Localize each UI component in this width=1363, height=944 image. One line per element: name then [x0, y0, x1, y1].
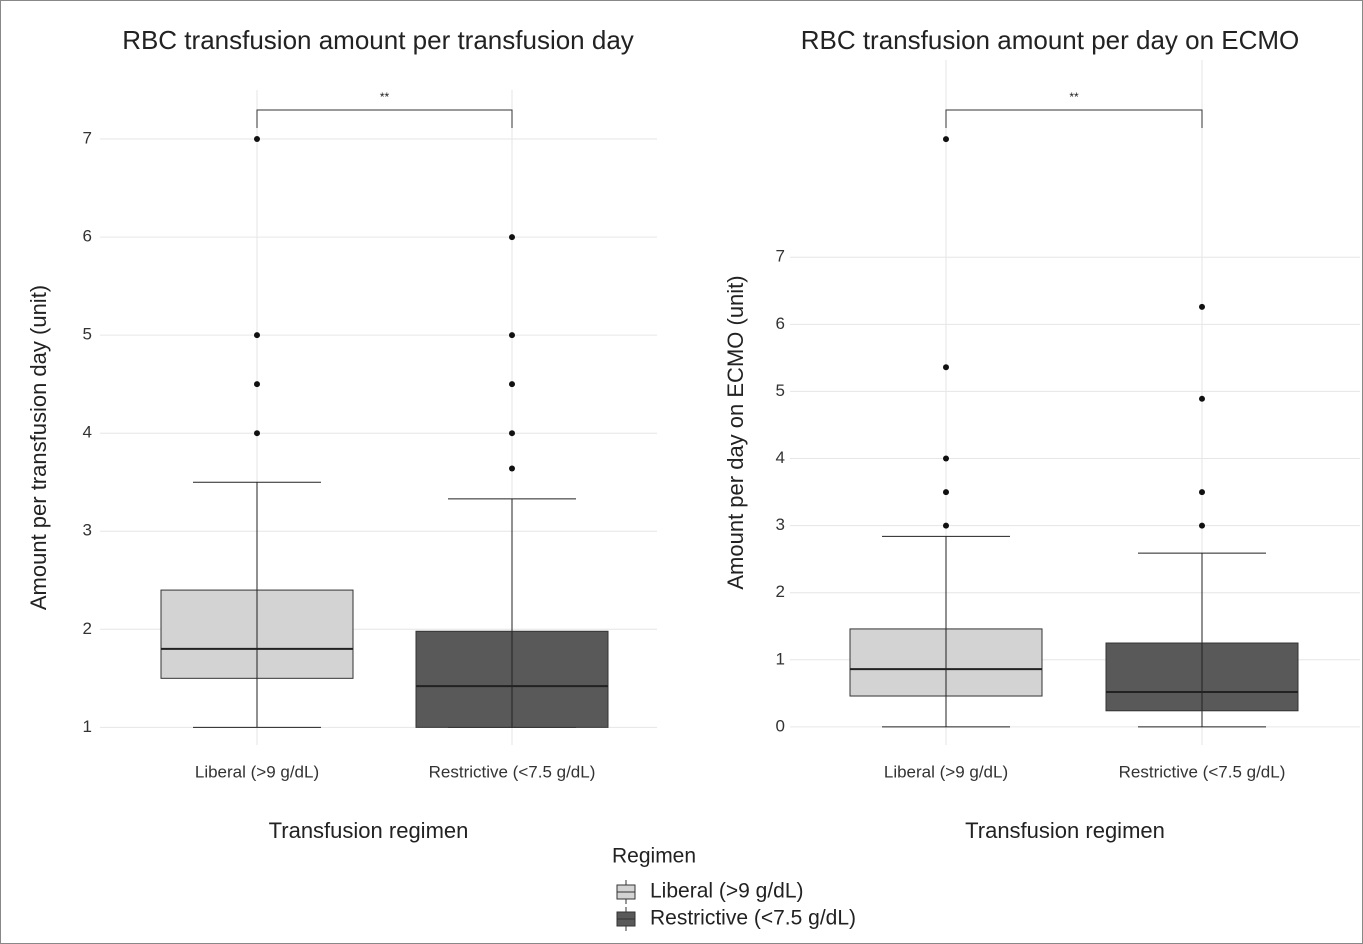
x-tick-label: Liberal (>9 g/dL)	[884, 762, 1008, 781]
outlier	[509, 332, 515, 339]
significance-label: **	[1069, 90, 1079, 104]
outlier	[509, 381, 515, 388]
y-tick-label: 7	[776, 247, 785, 266]
y-tick-label: 3	[83, 521, 92, 540]
outlier	[1199, 303, 1205, 310]
outlier	[1199, 395, 1205, 402]
y-tick-label: 4	[83, 423, 92, 442]
y-tick-label: 0	[776, 716, 785, 735]
outlier	[1199, 522, 1205, 529]
significance-bracket	[945, 109, 1203, 128]
y-tick-label: 5	[776, 381, 785, 400]
x-axis-title: Transfusion regimen	[269, 818, 469, 843]
y-tick-label: 6	[83, 227, 92, 246]
chart-title: RBC transfusion amount per transfusion d…	[122, 25, 634, 55]
outlier	[943, 455, 949, 462]
y-tick-label: 2	[83, 619, 92, 638]
y-tick-label: 1	[83, 717, 92, 736]
significance-bracket	[256, 109, 513, 128]
x-tick-label: Restrictive (<7.5 g/dL)	[429, 762, 596, 781]
y-tick-label: 4	[776, 448, 785, 467]
outlier	[509, 430, 515, 437]
y-tick-label: 2	[776, 582, 785, 601]
outlier	[254, 332, 260, 339]
y-axis-title: Amount per day on ECMO (unit)	[723, 275, 748, 589]
x-tick-label: Liberal (>9 g/dL)	[195, 762, 319, 781]
y-tick-label: 7	[83, 129, 92, 148]
legend-title: Regimen	[612, 845, 696, 868]
outlier	[254, 381, 260, 388]
outlier	[509, 465, 515, 472]
y-tick-label: 3	[776, 515, 785, 534]
y-axis-title: Amount per transfusion day (unit)	[26, 285, 51, 610]
outlier	[1199, 489, 1205, 496]
outlier	[943, 489, 949, 496]
y-tick-label: 1	[776, 649, 785, 668]
outlier	[943, 136, 949, 143]
outlier	[254, 136, 260, 143]
y-tick-label: 6	[776, 314, 785, 333]
outlier	[943, 364, 949, 371]
legend-label: Restrictive (<7.5 g/dL)	[650, 907, 856, 930]
x-axis-title: Transfusion regimen	[965, 818, 1165, 843]
legend-label: Liberal (>9 g/dL)	[650, 880, 804, 903]
y-tick-label: 5	[83, 325, 92, 344]
significance-label: **	[380, 90, 390, 104]
outlier	[943, 522, 949, 529]
outlier	[254, 430, 260, 437]
x-tick-label: Restrictive (<7.5 g/dL)	[1119, 762, 1286, 781]
chart-title: RBC transfusion amount per day on ECMO	[801, 25, 1300, 55]
outlier	[509, 234, 515, 241]
